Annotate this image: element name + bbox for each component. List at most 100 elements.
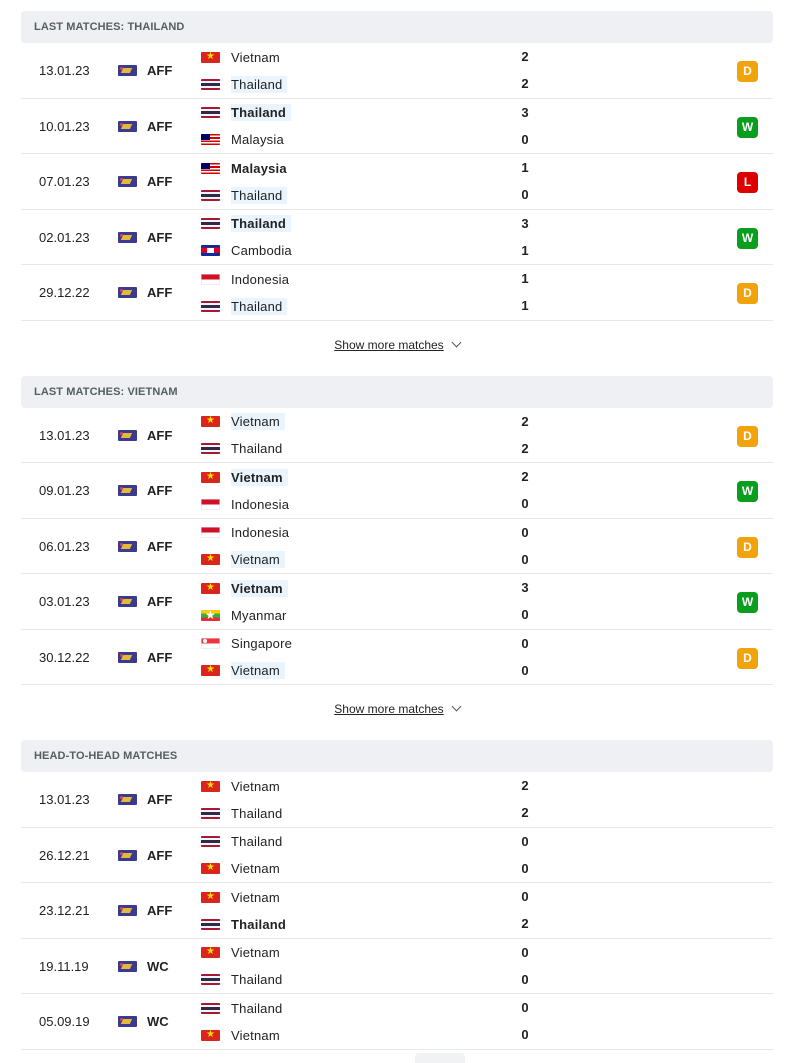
match-row[interactable]: 06.01.23 AFF Indonesia Vietnam 0 0 D	[21, 519, 773, 574]
match-row[interactable]: 10.01.23 AFF Thailand Malaysia 3 0 W	[21, 99, 773, 154]
away-score: 0	[521, 1027, 529, 1042]
result-badge: D	[737, 283, 758, 304]
away-score: 1	[521, 298, 529, 313]
team-name: Thailand	[231, 834, 283, 849]
home-score: 2	[521, 49, 529, 64]
chevron-down-icon[interactable]	[451, 701, 462, 712]
competition-logo-icon	[118, 651, 137, 663]
match-row[interactable]: 13.01.23 AFF Vietnam Thailand 2 2	[21, 772, 773, 828]
section-header: LAST MATCHES: THAILAND	[21, 11, 773, 43]
team-name: Thailand	[231, 186, 288, 204]
vietnam-flag-icon	[201, 416, 220, 427]
away-team: Thailand	[201, 186, 288, 204]
home-team: Thailand	[201, 215, 292, 233]
team-name: Singapore	[231, 636, 293, 651]
away-score: 1	[521, 242, 529, 258]
away-score: 0	[521, 496, 529, 511]
match-date: 13.01.23	[39, 63, 90, 78]
competition-logo-icon	[118, 485, 137, 496]
match-row[interactable]: 29.12.22 AFF Indonesia Thailand 1 1 D	[21, 265, 773, 321]
indonesia-flag-icon	[201, 527, 220, 538]
home-team: Indonesia	[201, 524, 294, 542]
thailand-flag-icon	[201, 807, 220, 819]
match-date: 13.01.23	[39, 792, 90, 807]
competition-name: AFF	[147, 63, 173, 78]
home-team: Vietnam	[201, 468, 288, 486]
match-date: 30.12.22	[39, 649, 90, 665]
result-badge: D	[737, 425, 758, 447]
team-name: Malaysia	[231, 160, 287, 176]
match-row[interactable]: 30.12.22 AFF Singapore Vietnam 0 0 D	[21, 630, 773, 685]
match-row[interactable]: 05.09.19 WC Thailand Vietnam 0 0	[21, 994, 773, 1050]
competition-name: AFF	[147, 118, 173, 134]
team-name: Thailand	[231, 104, 292, 121]
match-date: 29.12.22	[39, 285, 90, 300]
competition-name: AFF	[147, 847, 173, 863]
team-name: Thailand	[231, 916, 287, 932]
match-date: 13.01.23	[39, 427, 90, 443]
away-team: Thailand	[201, 804, 287, 822]
away-team: Malaysia	[201, 131, 289, 149]
thailand-flag-icon	[201, 107, 220, 118]
match-date: 02.01.23	[39, 229, 90, 245]
team-name: Thailand	[231, 805, 283, 821]
result-badge: W	[737, 481, 758, 502]
team-name: Vietnam	[231, 49, 280, 65]
competition-logo-icon	[118, 540, 137, 552]
home-score: 1	[521, 271, 529, 286]
away-score: 0	[521, 551, 529, 567]
home-team: Vietnam	[201, 888, 285, 906]
competition-name: AFF	[147, 903, 173, 918]
match-row[interactable]: 26.12.21 AFF Thailand Vietnam 0 0	[21, 828, 773, 883]
competition-name: AFF	[147, 427, 173, 443]
scroll-tab[interactable]	[415, 1053, 465, 1063]
match-row[interactable]: 02.01.23 AFF Thailand Cambodia 3 1 W	[21, 210, 773, 265]
matches-container: LAST MATCHES: THAILAND 13.01.23 AFF Vietnam…	[21, 11, 773, 1050]
vietnam-flag-icon	[201, 863, 220, 874]
competition-name: AFF	[147, 483, 173, 498]
match-row[interactable]: 13.01.23 AFF Vietnam Thailand 2 2 D	[21, 408, 773, 463]
show-more-matches[interactable]: Show more matches	[21, 321, 773, 376]
show-more-label[interactable]: Show more matches	[334, 337, 444, 352]
vietnam-flag-icon	[201, 51, 220, 63]
match-row[interactable]: 09.01.23 AFF Vietnam Indonesia 2 0 W	[21, 463, 773, 519]
match-row[interactable]: 13.01.23 AFF Vietnam Thailand 2 2 D	[21, 43, 773, 99]
show-more-matches[interactable]: Show more matches	[21, 685, 773, 740]
match-date: 05.09.19	[39, 1014, 90, 1029]
competition-logo-icon	[118, 596, 137, 607]
team-name: Vietnam	[231, 945, 280, 960]
match-row[interactable]: 23.12.21 AFF Vietnam Thailand 0 2	[21, 883, 773, 939]
home-team: Malaysia	[201, 159, 292, 177]
team-name: Vietnam	[231, 1027, 280, 1043]
match-row[interactable]: 07.01.23 AFF Malaysia Thailand 1 0 L	[21, 154, 773, 210]
match-row[interactable]: 03.01.23 AFF Vietnam Myanmar 3 0 W	[21, 574, 773, 630]
competition-name: AFF	[147, 174, 173, 189]
away-score: 2	[521, 76, 529, 91]
competition-name: WC	[147, 1014, 169, 1029]
chevron-down-icon[interactable]	[451, 337, 462, 347]
home-score: 2	[521, 469, 529, 484]
show-more-label[interactable]: Show more matches	[334, 702, 444, 716]
team-name: Thailand	[231, 75, 288, 93]
competition-logo-icon	[118, 65, 137, 76]
competition-logo-icon	[118, 1016, 137, 1027]
vietnam-flag-icon	[201, 665, 220, 676]
match-date: 09.01.23	[39, 483, 90, 498]
away-team: Thailand	[201, 971, 287, 989]
away-score: 2	[521, 805, 529, 820]
home-score: 1	[521, 160, 529, 175]
thailand-flag-icon	[201, 78, 220, 90]
away-score: 0	[521, 607, 529, 622]
indonesia-flag-icon	[201, 273, 220, 285]
cambodia-flag-icon	[201, 245, 220, 256]
away-team: Cambodia	[201, 242, 297, 260]
vietnam-flag-icon	[201, 780, 220, 792]
away-team: Myanmar	[201, 606, 292, 624]
match-date: 26.12.21	[39, 847, 90, 863]
result-badge: D	[737, 536, 758, 558]
thailand-flag-icon	[201, 443, 220, 454]
match-row[interactable]: 19.11.19 WC Vietnam Thailand 0 0	[21, 939, 773, 994]
competition-name: AFF	[147, 594, 173, 609]
team-name: Thailand	[231, 972, 283, 987]
match-date: 06.01.23	[39, 538, 90, 554]
